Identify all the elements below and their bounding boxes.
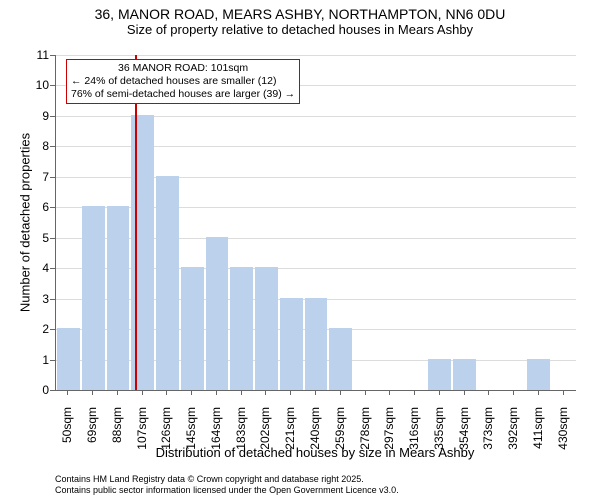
histogram-bar [206,237,229,390]
y-tick [50,55,55,56]
annotation-line-2: ← 24% of detached houses are smaller (12… [71,75,295,88]
x-tick-label: 183sqm [234,407,248,457]
property-marker-line [135,55,137,390]
y-tick [50,299,55,300]
x-tick-label: 107sqm [135,407,149,457]
y-tick-label: 10 [0,78,49,92]
x-tick [389,390,390,395]
x-tick-label: 221sqm [283,407,297,457]
x-tick [92,390,93,395]
y-tick-label: 6 [0,200,49,214]
x-tick-label: 50sqm [60,407,74,457]
annotation-box: 36 MANOR ROAD: 101sqm← 24% of detached h… [66,59,300,104]
y-tick [50,329,55,330]
footer-attribution: Contains HM Land Registry data © Crown c… [55,474,399,496]
x-tick [513,390,514,395]
x-tick [315,390,316,395]
x-tick [414,390,415,395]
y-tick-label: 9 [0,109,49,123]
y-tick [50,177,55,178]
y-tick [50,116,55,117]
x-tick-label: 297sqm [382,407,396,457]
histogram-bar [329,328,352,390]
histogram-bar [280,298,303,390]
histogram-bar [527,359,550,390]
y-tick-label: 1 [0,353,49,367]
x-tick-label: 373sqm [481,407,495,457]
title-block: 36, MANOR ROAD, MEARS ASHBY, NORTHAMPTON… [0,0,600,37]
y-tick [50,268,55,269]
histogram-bar [107,206,130,390]
y-tick [50,85,55,86]
x-tick-label: 278sqm [358,407,372,457]
x-tick [563,390,564,395]
x-tick-label: 164sqm [209,407,223,457]
x-tick-label: 202sqm [258,407,272,457]
histogram-bar [305,298,328,390]
y-tick [50,238,55,239]
y-tick [50,360,55,361]
x-tick [464,390,465,395]
x-tick [365,390,366,395]
x-tick-label: 316sqm [407,407,421,457]
x-tick-label: 145sqm [184,407,198,457]
y-tick [50,390,55,391]
footer-line-1: Contains HM Land Registry data © Crown c… [55,474,399,485]
x-tick-label: 430sqm [556,407,570,457]
x-tick [216,390,217,395]
x-tick-label: 88sqm [110,407,124,457]
x-tick-label: 69sqm [85,407,99,457]
x-tick [340,390,341,395]
x-tick [488,390,489,395]
y-tick [50,207,55,208]
title-line-2: Size of property relative to detached ho… [0,22,600,37]
histogram-bar [428,359,451,390]
histogram-bar [255,267,278,390]
annotation-line-3: 76% of semi-detached houses are larger (… [71,88,295,101]
x-tick [166,390,167,395]
annotation-line-1: 36 MANOR ROAD: 101sqm [71,62,295,75]
x-tick-label: 126sqm [159,407,173,457]
x-tick [241,390,242,395]
y-tick [50,146,55,147]
x-tick [290,390,291,395]
gridline [56,55,576,56]
y-tick-label: 2 [0,322,49,336]
x-tick-label: 392sqm [506,407,520,457]
y-tick-label: 3 [0,292,49,306]
footer-line-2: Contains public sector information licen… [55,485,399,496]
y-tick-label: 8 [0,139,49,153]
x-tick-label: 354sqm [457,407,471,457]
histogram-bar [181,267,204,390]
histogram-bar [230,267,253,390]
y-tick-label: 4 [0,261,49,275]
x-tick [142,390,143,395]
histogram-bar [57,328,80,390]
x-tick [538,390,539,395]
histogram-bar [82,206,105,390]
title-line-1: 36, MANOR ROAD, MEARS ASHBY, NORTHAMPTON… [0,6,600,22]
x-tick [265,390,266,395]
histogram-bar [453,359,476,390]
plot-area: 36 MANOR ROAD: 101sqm← 24% of detached h… [55,55,576,391]
y-tick-label: 5 [0,231,49,245]
x-tick-label: 335sqm [432,407,446,457]
x-tick [117,390,118,395]
y-tick-label: 0 [0,383,49,397]
x-tick-label: 240sqm [308,407,322,457]
x-tick-label: 259sqm [333,407,347,457]
histogram-bar [156,176,179,390]
y-tick-label: 11 [0,48,49,62]
x-tick [191,390,192,395]
x-tick [439,390,440,395]
x-tick-label: 411sqm [531,407,545,457]
chart-container: 36, MANOR ROAD, MEARS ASHBY, NORTHAMPTON… [0,0,600,500]
y-tick-label: 7 [0,170,49,184]
x-tick [67,390,68,395]
